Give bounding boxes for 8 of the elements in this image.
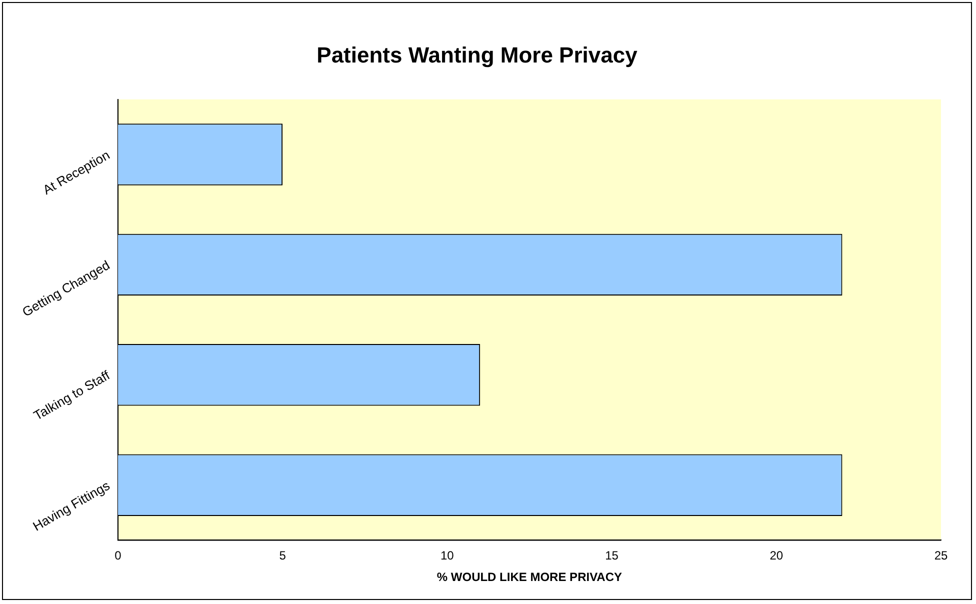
x-axis-title: % WOULD LIKE MORE PRIVACY <box>436 570 622 584</box>
chart-title: Patients Wanting More Privacy <box>316 42 638 68</box>
x-tick-label: 0 <box>114 548 122 563</box>
x-tick-label: 5 <box>279 548 286 563</box>
x-tick-label: 25 <box>934 548 948 563</box>
x-tick-label: 15 <box>605 548 619 563</box>
x-tick-label: 20 <box>770 548 784 563</box>
x-tick-label: 10 <box>440 548 454 563</box>
